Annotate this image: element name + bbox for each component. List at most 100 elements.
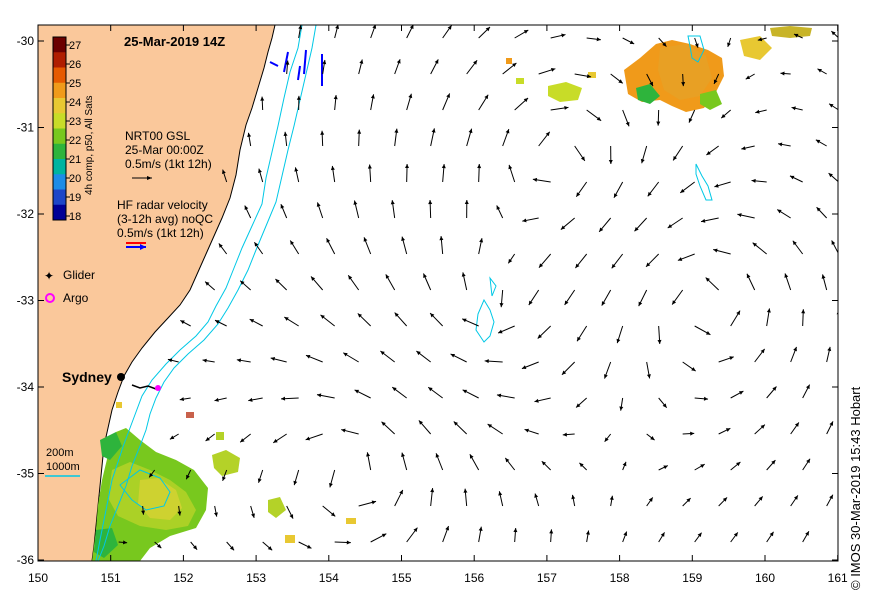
argo-float — [155, 385, 161, 391]
current-arrowhead — [394, 312, 399, 317]
current-arrowhead — [623, 531, 628, 536]
current-arrowhead — [829, 421, 833, 426]
current-arrowhead — [326, 238, 331, 243]
current-arrowhead — [713, 79, 718, 84]
current-arrowhead — [434, 59, 439, 64]
current-arrowhead — [577, 336, 581, 342]
colorbar-tick-label: 24 — [69, 97, 81, 109]
current-arrowhead — [829, 103, 834, 108]
current-arrowhead — [561, 33, 566, 38]
current-arrowhead — [473, 60, 478, 65]
current-arrowhead — [167, 358, 173, 363]
glider-track — [131, 384, 157, 390]
current-arrowhead — [618, 79, 623, 84]
current-arrowhead — [789, 175, 795, 180]
current-arrowhead — [741, 146, 746, 151]
current-arrowhead — [505, 457, 510, 463]
x-tick-label: 158 — [610, 571, 630, 585]
current-arrowhead — [273, 438, 278, 443]
current-arrowhead — [831, 240, 836, 245]
current-arrowhead — [305, 436, 311, 441]
current-arrowhead — [736, 310, 741, 316]
current-arrowhead — [498, 329, 503, 334]
colorbar-tick-label: 27 — [69, 40, 81, 52]
current-arrowhead — [218, 243, 223, 248]
current-arrowhead — [320, 130, 325, 135]
current-arrowhead — [247, 132, 252, 138]
current-arrowhead — [462, 389, 468, 394]
current-arrowhead — [736, 462, 741, 467]
current-arrowhead — [829, 494, 833, 500]
current-arrowhead — [257, 478, 262, 483]
current-arrowhead — [280, 204, 285, 209]
current-arrowhead — [371, 500, 377, 505]
current-arrowhead — [477, 164, 482, 169]
current-arrowhead — [513, 528, 518, 533]
current-arrowhead — [348, 275, 353, 280]
hf-legend: HF radar velocity (3-12h avg) noQC 0.5m/… — [117, 198, 213, 250]
colorbar: 27 26 25 24 23 22 21 20 19 18 4h comp, p50, All S… — [52, 36, 95, 223]
colorbar-swatch — [53, 67, 66, 84]
current-arrowhead — [532, 177, 538, 182]
current-arrowhead — [660, 532, 665, 537]
current-arrowhead — [534, 493, 539, 498]
colorbar-label: 4h comp, p50, All Sats — [84, 95, 95, 195]
current-arrowhead — [380, 351, 385, 356]
current-arrowhead — [700, 464, 705, 468]
current-arrowhead — [409, 25, 414, 30]
current-arrowhead — [296, 95, 301, 100]
gsl-scale: 0.5m/s (1kt 12h) — [125, 157, 212, 171]
current-arrowhead — [285, 60, 290, 65]
current-arrow — [839, 384, 844, 398]
current-arrowhead — [805, 384, 810, 390]
current-arrowhead — [354, 389, 360, 394]
current-arrowhead — [330, 512, 336, 517]
current-arrowhead — [322, 59, 327, 65]
current-arrowhead — [596, 37, 601, 42]
x-tick-label: 161 — [828, 571, 848, 585]
current-arrowhead — [541, 461, 547, 466]
current-arrowhead — [769, 531, 774, 537]
current-arrowhead — [205, 281, 210, 286]
current-arrowhead — [307, 544, 312, 549]
current-arrowhead — [733, 532, 738, 537]
current-arrowhead — [505, 129, 510, 134]
x-tick-label: 156 — [464, 571, 484, 585]
current-arrowhead — [705, 331, 711, 335]
current-arrowhead — [752, 242, 758, 247]
current-arrowhead — [229, 546, 235, 551]
current-arrowhead — [294, 167, 299, 172]
hf-scale: 0.5m/s (1kt 12h) — [117, 226, 204, 240]
current-arrowhead — [672, 300, 677, 305]
current-arrowhead — [396, 59, 401, 64]
contour-1000m-label: 1000m — [46, 461, 80, 473]
colorbar-swatch — [53, 189, 66, 206]
current-arrowhead — [370, 94, 375, 99]
current-arrowhead — [122, 540, 128, 545]
colorbar-tick-label: 18 — [69, 211, 81, 223]
x-tick-label: 160 — [755, 571, 775, 585]
current-arrowhead — [179, 397, 185, 402]
current-arrowhead — [418, 420, 423, 425]
current-arrowhead — [487, 424, 493, 428]
current-arrowhead — [585, 530, 590, 535]
colorbar-tick-label: 22 — [69, 135, 81, 147]
current-arrowhead — [697, 532, 702, 538]
current-arrowhead — [453, 421, 459, 426]
current-arrowhead — [576, 192, 581, 197]
argo-label: Argo — [63, 291, 89, 305]
current-arrowhead — [777, 209, 782, 214]
current-arrowhead — [601, 301, 606, 306]
current-arrowhead — [251, 513, 255, 518]
current-arrowhead — [657, 339, 662, 344]
colorbar-tick-label: 20 — [69, 173, 81, 185]
current-arrowhead — [815, 139, 821, 144]
gsl-date: 25-Mar 00:00Z — [125, 143, 204, 157]
current-arrowhead — [690, 431, 695, 436]
current-arrowhead — [706, 150, 711, 155]
current-arrowhead — [766, 308, 771, 313]
current-arrowhead — [746, 273, 751, 279]
axis-ticks — [37, 25, 839, 561]
hf-radar-vectors — [269, 49, 323, 86]
current-arrowhead — [721, 114, 726, 119]
